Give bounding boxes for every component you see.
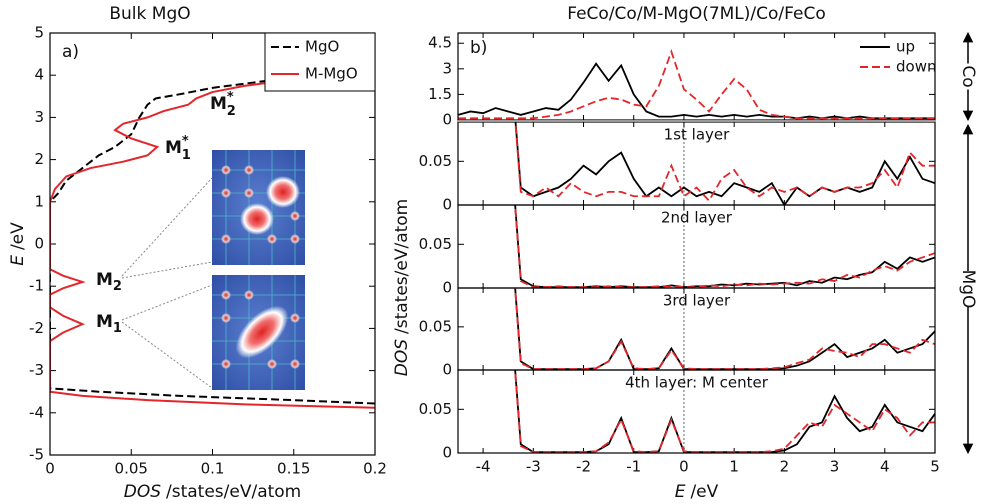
x-tick-label: -1: [626, 458, 641, 476]
axis-symbol: E: [8, 255, 28, 266]
data-line: [514, 122, 935, 205]
legend-box: [264, 32, 376, 92]
x-tick-label: 1: [729, 458, 739, 476]
axis-symbol: DOS: [124, 482, 161, 502]
x-tick-label: -3: [526, 458, 541, 476]
y-tick-label: 4.5: [428, 34, 452, 52]
inset-images: [121, 150, 305, 390]
annotation: M1: [96, 312, 122, 336]
y-tick-label: -5: [29, 446, 44, 464]
x-tick-label: 3: [830, 458, 840, 476]
axis-label: DOS/states/eV/atom: [392, 199, 412, 377]
y-tick-label: 0: [442, 111, 452, 129]
y-tick-label: 5: [34, 24, 44, 42]
x-tick-label: -2: [576, 458, 591, 476]
annotation-sub: 1: [113, 321, 122, 336]
annotation-sub: 2: [227, 104, 236, 119]
annotation: M* 1: [165, 134, 191, 163]
legend-label: MgO: [305, 38, 339, 56]
data-line: [458, 49, 935, 120]
data-line: [514, 288, 935, 370]
y-tick-label: 2: [34, 150, 44, 168]
panel-separator: [458, 120, 935, 122]
y-tick-label: 0: [442, 279, 452, 297]
annotation-base: M: [165, 138, 182, 158]
annotation-sup: *: [227, 90, 234, 105]
x-tick-label: 0.05: [115, 460, 148, 478]
legend-label: down: [896, 58, 936, 76]
panel-label: b): [470, 38, 487, 58]
y-tick-label: 3: [34, 108, 44, 126]
annotation-sup: *: [182, 134, 189, 149]
data-line: [50, 72, 375, 409]
plot-frame: [457, 369, 936, 454]
x-tick-label: 0.1: [201, 460, 225, 478]
y-tick-label: -4: [29, 403, 44, 421]
y-tick-label: 0.05: [419, 235, 452, 253]
plot-frame: [49, 32, 376, 456]
data-line: [514, 370, 935, 453]
axis-label: E/eV: [675, 482, 719, 502]
axis-symbol: E: [675, 482, 686, 502]
data-line: [458, 62, 935, 120]
chart-title: FeCo/Co/M-MgO(7ML)/Co/FeCo: [567, 4, 825, 24]
axis-unit: /states/eV/atom: [166, 482, 301, 502]
legend-label: M-MgO: [305, 65, 358, 83]
axis-label: DOS/states/eV/atom: [124, 482, 302, 502]
inset-pointers: [121, 177, 213, 389]
side-label: MgO: [958, 270, 978, 309]
axis-symbol: DOS: [392, 339, 412, 376]
y-tick-label: 0: [442, 361, 452, 379]
data-line: [514, 122, 935, 203]
y-tick-label: 0: [442, 444, 452, 462]
annotation-base: M: [210, 94, 227, 114]
data-line: [50, 69, 375, 405]
x-tick-label: 5: [930, 458, 940, 476]
inset-m2: [212, 150, 305, 265]
x-tick-label: -4: [476, 458, 491, 476]
annotation: M* 2: [210, 90, 236, 119]
annotation-sub: 1: [182, 148, 191, 163]
axis-label: E/eV: [8, 222, 28, 266]
annotation-base: M: [96, 270, 113, 290]
y-tick-label: 0: [34, 235, 44, 253]
data-line: [514, 205, 935, 288]
chart-title: Bulk MgO: [109, 4, 190, 24]
annotation-base: M: [96, 312, 113, 332]
panel-label: 1st layer: [664, 126, 730, 144]
x-tick-label: 0: [679, 458, 689, 476]
legend-label: up: [896, 38, 915, 56]
x-tick-label: 0: [45, 460, 55, 478]
y-tick-label: 0.05: [419, 317, 452, 335]
y-tick-label: -2: [29, 319, 44, 337]
panel-label: 3rd layer: [663, 292, 731, 310]
side-label: Co: [958, 65, 978, 87]
y-tick-label: 3: [442, 59, 452, 77]
y-tick-label: 0.05: [419, 400, 452, 418]
x-tick-label: 4: [880, 458, 890, 476]
panel-label: 2nd layer: [661, 209, 733, 227]
inset-m1: [212, 275, 305, 390]
annotation-sub: 2: [113, 279, 122, 294]
axis-unit: /eV: [690, 482, 718, 502]
y-tick-label: -1: [29, 277, 44, 295]
y-tick-label: 0: [442, 196, 452, 214]
y-tick-label: 4: [34, 66, 44, 84]
x-tick-label: 0.15: [277, 460, 310, 478]
x-tick-label: 0.2: [363, 460, 387, 478]
axis-unit: /eV: [8, 222, 28, 250]
annotation: M2: [96, 270, 122, 294]
axis-unit: /states/eV/atom: [392, 199, 412, 334]
y-tick-label: 1: [34, 192, 44, 210]
panel-label: a): [62, 42, 79, 62]
x-tick-label: 2: [780, 458, 790, 476]
panel-label: 4th layer: M center: [625, 374, 769, 392]
y-tick-label: 1.5: [428, 85, 452, 103]
data-line: [514, 288, 935, 370]
y-tick-label: -3: [29, 361, 44, 379]
y-tick-label: 0.05: [419, 152, 452, 170]
